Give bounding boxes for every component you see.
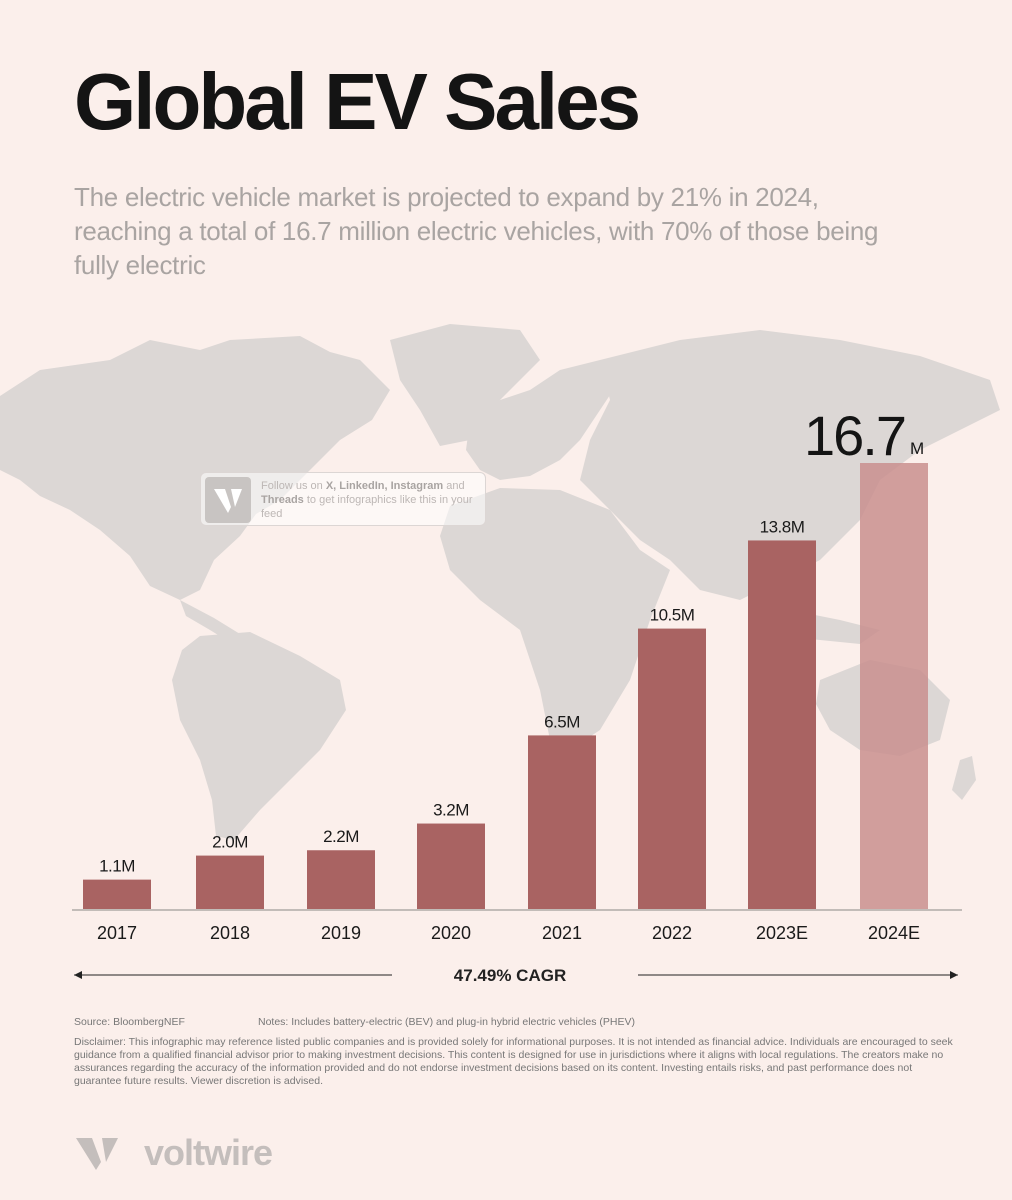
disclaimer: Disclaimer: This infographic may referen… (74, 1036, 953, 1087)
bar-2022 (638, 628, 706, 909)
data-label-2017: 1.1M (99, 857, 135, 876)
brand-name: voltwire (144, 1132, 273, 1173)
cagr-arrow-left (74, 971, 392, 979)
source-note: Source: BloombergNEF (74, 1016, 185, 1028)
x-tick-2018: 2018 (210, 923, 250, 943)
x-tick-2023E: 2023E (756, 923, 808, 943)
cagr-annotation: 47.49% CAGR (453, 966, 567, 985)
data-label-2024E: 16.7 (804, 404, 905, 467)
data-label-2018: 2.0M (212, 833, 248, 852)
map-north-america (0, 336, 390, 600)
bar-2021 (528, 735, 596, 909)
x-tick-2021: 2021 (542, 923, 582, 943)
x-tick-2020: 2020 (431, 923, 471, 943)
page-subtitle: The electric vehicle market is projected… (74, 182, 879, 280)
x-tick-2019: 2019 (321, 923, 361, 943)
follow-us-text: Follow us on X, LinkedIn, Instagram and … (261, 480, 473, 520)
cagr-arrow-right (638, 971, 958, 979)
map-africa (440, 488, 670, 750)
data-label-2021: 6.5M (544, 712, 580, 731)
x-tick-2022: 2022 (652, 923, 692, 943)
map-europe (466, 360, 620, 480)
x-tick-2017: 2017 (97, 923, 137, 943)
chart-notes: Notes: Includes battery-electric (BEV) a… (258, 1016, 635, 1028)
bar-2018 (196, 855, 264, 909)
map-asia (580, 330, 1000, 600)
data-label-2019: 2.2M (323, 827, 359, 846)
map-south-america (172, 632, 346, 840)
follow-us-card[interactable]: Follow us on X, LinkedIn, Instagram and … (200, 472, 486, 526)
map-new-zealand (952, 756, 976, 800)
data-label-2020: 3.2M (433, 801, 469, 820)
data-label-unit: M (910, 439, 924, 458)
map-greenland (390, 324, 540, 446)
bar-2020 (417, 823, 485, 909)
x-tick-2024E: 2024E (868, 923, 920, 943)
data-label-2023E: 13.8M (760, 517, 805, 536)
data-label-2022: 10.5M (650, 606, 695, 625)
voltwire-brand-icon (76, 1138, 118, 1170)
bar-2024E (860, 463, 928, 909)
page-title: Global EV Sales (74, 57, 641, 146)
ev-sales-bar-chart: 1.1M 2017 2.0M 2018 2.2M 2019 3.2M 2020 6.5M 2021… (72, 404, 962, 979)
bar-2017 (83, 879, 151, 909)
bar-2023E (748, 540, 816, 909)
bar-2019 (307, 850, 375, 909)
world-map-background (0, 324, 1000, 840)
voltwire-logo-icon (205, 477, 251, 523)
